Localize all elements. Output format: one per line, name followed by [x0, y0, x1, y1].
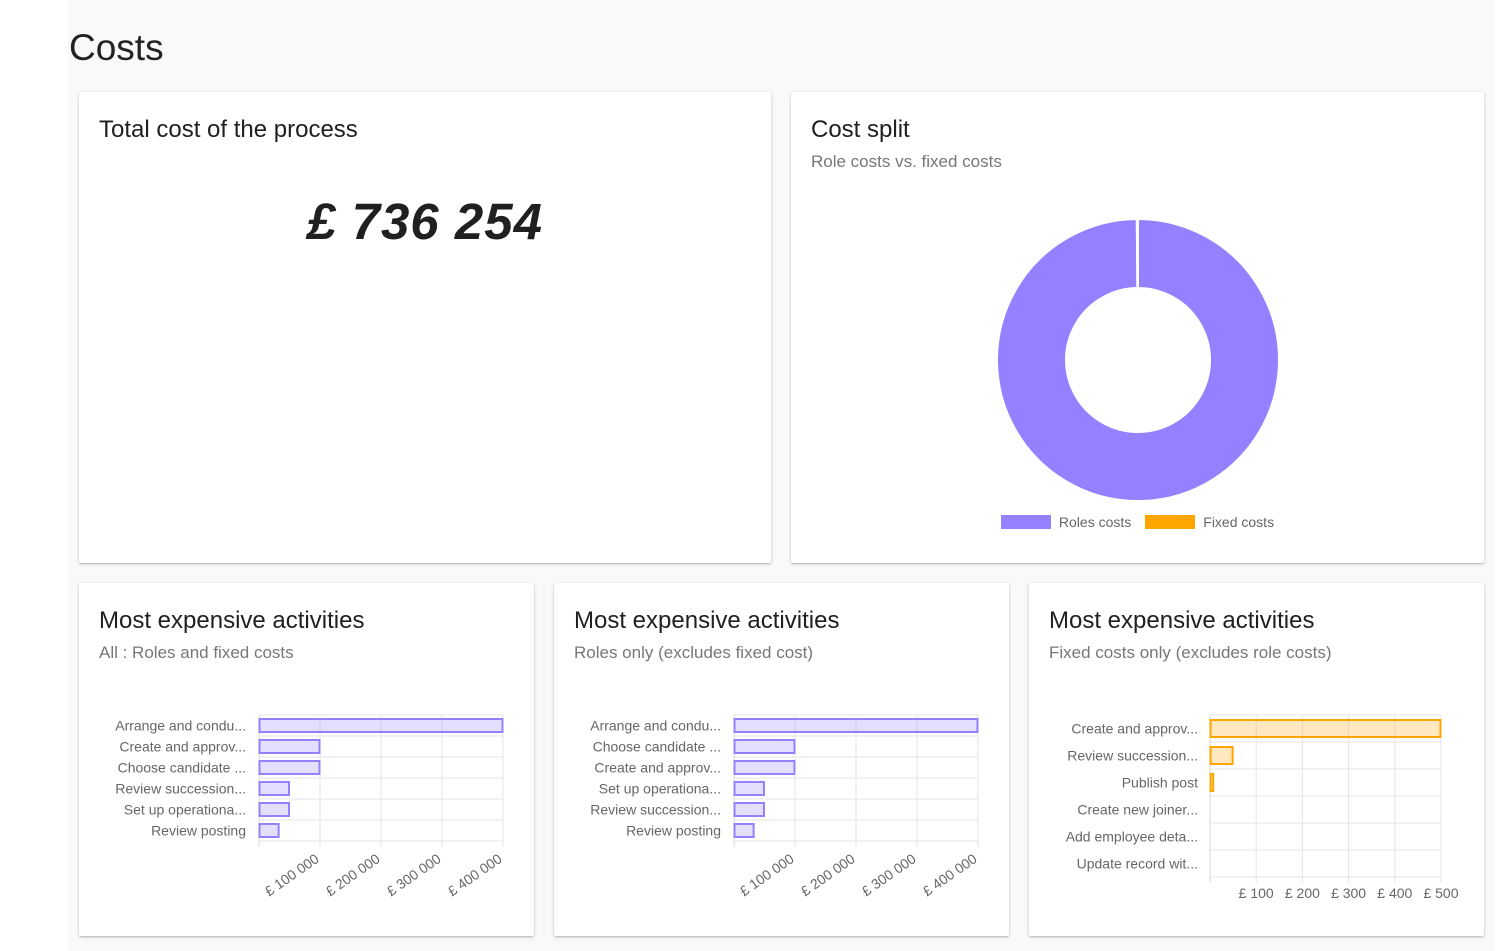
- category-label: Choose candidate ...: [118, 760, 246, 776]
- cost-split-donut-chart: [996, 217, 1280, 502]
- card-title: Most expensive activities: [574, 607, 840, 634]
- category-label: Set up operationa...: [599, 781, 721, 797]
- category-label: Arrange and condu...: [590, 718, 721, 734]
- cost-split-card: Cost split Role costs vs. fixed costs Ro…: [791, 92, 1484, 563]
- legend-item-fixed[interactable]: Fixed costs: [1145, 514, 1274, 530]
- bar: [733, 802, 765, 817]
- bar: [733, 760, 796, 775]
- bar: [733, 781, 765, 796]
- category-label: Create and approv...: [594, 760, 721, 776]
- category-label: Review succession...: [115, 781, 246, 797]
- bar: [258, 718, 504, 733]
- category-label: Set up operationa...: [124, 802, 246, 818]
- bar: [258, 739, 321, 754]
- x-tick-label: £ 300 000: [384, 850, 444, 899]
- category-label: Publish post: [1122, 775, 1198, 791]
- category-label: Review succession...: [1067, 748, 1198, 764]
- category-label: Create new joiner...: [1077, 802, 1198, 818]
- bar: [258, 760, 321, 775]
- x-tick-label: £ 200: [1285, 885, 1320, 901]
- total-cost-card: Total cost of the process £ 736 254: [79, 92, 771, 563]
- activities-all-card: Most expensive activities All : Roles an…: [79, 583, 534, 936]
- x-tick-label: £ 400 000: [920, 850, 980, 899]
- legend-item-roles[interactable]: Roles costs: [1000, 514, 1132, 530]
- donut-slice-roles-costs: [996, 217, 1280, 502]
- activities-roles-bar-chart: Arrange and condu... Choose candidate ...…: [590, 714, 980, 899]
- legend-swatch-fixed: [1145, 515, 1196, 529]
- category-label: Create and approv...: [119, 739, 246, 755]
- bar: [258, 823, 280, 838]
- bar: [1209, 746, 1234, 765]
- bar: [258, 781, 290, 796]
- x-tick-label: £ 200 000: [798, 850, 858, 899]
- category-label: Arrange and condu...: [115, 718, 246, 734]
- page-title: Costs: [69, 27, 164, 68]
- total-cost-value: £ 736 254: [307, 193, 543, 250]
- category-label: Update record wit...: [1077, 856, 1198, 872]
- legend-label: Roles costs: [1058, 514, 1132, 530]
- x-tick-label: £ 400: [1377, 885, 1412, 901]
- category-label: Add employee deta...: [1066, 829, 1198, 845]
- bar: [733, 739, 796, 754]
- bar: [733, 823, 755, 838]
- card-subtitle: Roles only (excludes fixed cost): [574, 643, 814, 662]
- x-tick-label: £ 300: [1331, 885, 1366, 901]
- category-label: Review posting: [626, 823, 721, 839]
- legend-swatch-roles: [1000, 515, 1051, 529]
- chart-legend: Roles costs Fixed costs: [791, 514, 1484, 530]
- category-label: Create and approv...: [1071, 721, 1198, 737]
- category-label: Review posting: [151, 823, 246, 839]
- card-subtitle: Fixed costs only (excludes role costs): [1049, 643, 1332, 662]
- activities-roles-card: Most expensive activities Roles only (ex…: [554, 583, 1009, 936]
- card-subtitle: All : Roles and fixed costs: [99, 643, 294, 662]
- card-title: Cost split: [811, 116, 910, 143]
- x-tick-label: £ 500: [1423, 885, 1458, 901]
- activities-fixed-bar-chart: Create and approv... Review succession...…: [1066, 714, 1459, 901]
- card-title: Total cost of the process: [99, 116, 358, 143]
- donut-slice-fixed-costs: [1135, 217, 1139, 290]
- bar: [1209, 773, 1215, 792]
- card-title: Most expensive activities: [1049, 607, 1315, 634]
- legend-label: Fixed costs: [1203, 514, 1275, 530]
- x-tick-label: £ 100 000: [737, 850, 797, 899]
- x-tick-label: £ 100 000: [262, 850, 322, 899]
- card-subtitle: Role costs vs. fixed costs: [811, 152, 1002, 171]
- activities-fixed-card: Most expensive activities Fixed costs on…: [1029, 583, 1484, 936]
- x-tick-label: £ 300 000: [859, 850, 919, 899]
- card-title: Most expensive activities: [99, 607, 365, 634]
- activities-all-bar-chart: Arrange and condu... Create and approv...…: [115, 714, 505, 899]
- category-label: Review succession...: [590, 802, 721, 818]
- x-tick-label: £ 100: [1239, 885, 1274, 901]
- bar: [258, 802, 290, 817]
- x-tick-label: £ 400 000: [445, 850, 505, 899]
- category-label: Choose candidate ...: [593, 739, 721, 755]
- x-tick-label: £ 200 000: [323, 850, 383, 899]
- bar: [733, 718, 979, 733]
- bar: [1209, 719, 1442, 738]
